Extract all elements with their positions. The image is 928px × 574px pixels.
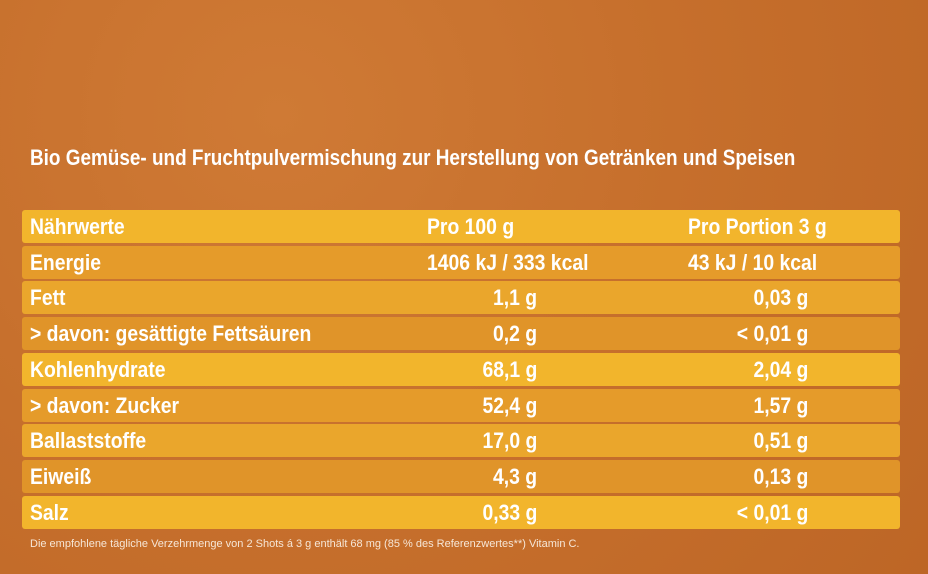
value-100g: 68,1 g [482, 356, 537, 382]
title: Bio Gemüse- und Fruchtpulvermischung zur… [30, 145, 796, 170]
row-band [22, 281, 900, 315]
value-portion: 43 kJ / 10 kcal [688, 249, 818, 275]
value-100g: 0,33 g [482, 499, 537, 525]
row-band [22, 424, 900, 458]
row-label: Kohlenhydrate [30, 356, 166, 382]
value-100g: 1,1 g [492, 285, 537, 311]
row-label: > davon: gesättigte Fettsäuren [30, 321, 312, 347]
value-portion: 0,51 g [753, 428, 808, 454]
row-band [22, 210, 900, 243]
footnote: Die empfohlene tägliche Verzehrmenge von… [30, 538, 580, 550]
row-label: Fett [30, 285, 66, 311]
value-portion: 1,57 g [753, 392, 808, 418]
value-100g: 17,0 g [482, 428, 537, 454]
value-100g: 52,4 g [482, 392, 537, 418]
value-100g: Pro 100 g [427, 214, 515, 239]
row-label: Nährwerte [30, 214, 125, 239]
value-portion: 0,13 g [753, 463, 808, 489]
row-band [22, 495, 900, 529]
value-portion: 2,04 g [753, 356, 808, 382]
row-label: Salz [30, 499, 69, 525]
value-100g: 4,3 g [492, 463, 537, 489]
value-portion: < 0,01 g [736, 499, 808, 525]
row-label: > davon: Zucker [30, 392, 180, 418]
row-band [22, 459, 900, 493]
value-portion: Pro Portion 3 g [688, 214, 827, 239]
row-band [22, 352, 900, 386]
row-label: Eiweiß [30, 463, 92, 489]
row-label: Ballaststoffe [30, 428, 147, 454]
value-portion: < 0,01 g [736, 321, 808, 347]
row-band [22, 317, 900, 351]
row-band [22, 245, 900, 279]
row-label: Energie [30, 249, 102, 275]
value-100g: 1406 kJ / 333 kcal [427, 249, 589, 275]
value-100g: 0,2 g [492, 321, 537, 347]
value-portion: 0,03 g [753, 285, 808, 311]
row-band [22, 388, 900, 422]
